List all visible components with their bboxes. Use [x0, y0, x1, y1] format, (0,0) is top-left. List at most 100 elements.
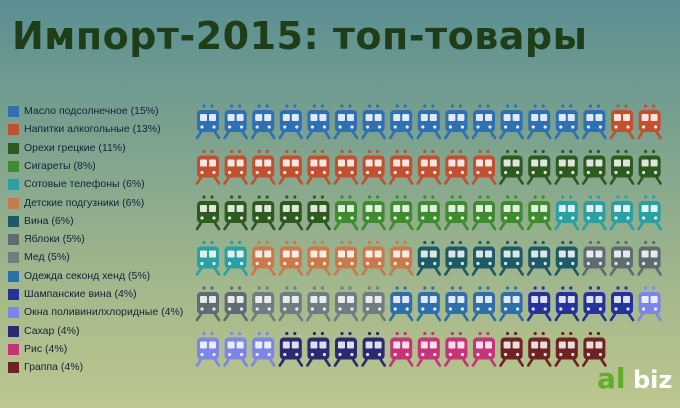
train-icon	[195, 331, 221, 367]
train-icon	[223, 104, 248, 140]
train-icon	[388, 195, 414, 231]
legend-swatch	[8, 215, 19, 227]
train-icon	[195, 104, 221, 140]
train-icon	[471, 195, 497, 231]
train-icon	[250, 195, 276, 231]
legend-label: Яблоки (5%)	[24, 233, 85, 246]
train-icon	[388, 331, 414, 367]
legend-label: Граппа (4%)	[24, 361, 84, 374]
train-icon	[609, 149, 635, 185]
legend-swatch	[8, 270, 19, 282]
train-icon	[388, 240, 414, 276]
train-icon	[388, 104, 414, 140]
logo-rest: biz	[633, 366, 673, 394]
legend-swatch	[8, 343, 19, 355]
legend-label: Напитки алкогольные (13%)	[24, 123, 161, 136]
train-icon	[306, 149, 331, 185]
train-icon	[526, 240, 552, 276]
train-icon	[499, 149, 524, 185]
train-icon	[526, 104, 552, 140]
train-icon	[554, 331, 580, 367]
train-icon	[582, 149, 607, 185]
legend-label: Сигареты (8%)	[24, 159, 96, 172]
train-icon	[278, 149, 304, 185]
train-icon	[361, 286, 386, 322]
train-icon	[223, 286, 248, 322]
legend-label: Орехи грецкие (11%)	[24, 141, 126, 154]
train-icon	[416, 331, 442, 367]
train-icon	[223, 331, 248, 367]
train-icon	[333, 286, 359, 322]
train-icon	[471, 240, 497, 276]
train-icon	[306, 331, 331, 367]
legend-swatch	[8, 106, 19, 117]
train-icon	[361, 149, 386, 185]
legend-label: Масло подсолнечное (15%)	[24, 105, 159, 117]
train-icon	[554, 286, 580, 322]
train-icon	[471, 286, 497, 322]
train-icon	[416, 149, 442, 185]
train-icon	[554, 104, 580, 140]
train-icon	[526, 286, 552, 322]
legend-swatch	[8, 307, 19, 319]
train-icon	[444, 149, 469, 185]
train-icon	[416, 286, 442, 322]
train-icon	[444, 331, 469, 367]
train-icon	[278, 195, 304, 231]
train-icon	[526, 149, 552, 185]
legend-label: Шампанские вина (4%)	[24, 288, 137, 300]
train-icon	[306, 195, 331, 231]
train-icon	[361, 104, 386, 140]
train-icon	[554, 240, 580, 276]
train-icon	[306, 286, 331, 322]
train-icon	[582, 240, 607, 276]
train-icon	[582, 331, 607, 367]
train-icon	[333, 240, 359, 276]
train-icon	[471, 149, 497, 185]
train-icon	[582, 195, 607, 231]
train-icon	[195, 240, 221, 276]
legend-label: Вина (6%)	[24, 214, 74, 227]
train-icon	[554, 149, 580, 185]
legend-swatch	[8, 142, 19, 154]
train-icon	[223, 240, 248, 276]
train-icon	[361, 331, 386, 367]
legend-swatch	[8, 179, 19, 191]
train-icon	[250, 331, 276, 367]
legend-swatch	[8, 160, 19, 172]
train-icon	[250, 286, 276, 322]
train-icon	[250, 240, 276, 276]
legend-swatch	[8, 197, 19, 209]
chart-title: Импорт-2015: топ-товары	[12, 14, 588, 58]
legend-swatch	[8, 252, 19, 264]
train-icon	[499, 240, 524, 276]
legend-swatch	[8, 124, 19, 136]
train-icon	[444, 286, 469, 322]
legend-swatch	[8, 362, 19, 374]
train-icon	[444, 104, 469, 140]
train-icon	[637, 240, 662, 276]
train-icon	[306, 240, 331, 276]
train-icon	[333, 195, 359, 231]
train-icon	[609, 286, 635, 322]
train-icon	[609, 240, 635, 276]
train-icon	[609, 104, 635, 140]
train-icon	[499, 104, 524, 140]
legend-label: Одежда секонд хенд (5%)	[24, 269, 151, 282]
legend-label: Детские подгузники (6%)	[24, 196, 145, 209]
legend-swatch	[8, 234, 19, 246]
legend-label: Рис (4%)	[24, 342, 68, 355]
train-icon	[250, 149, 276, 185]
allbiz-logo: al biz	[597, 362, 677, 395]
train-icon	[278, 286, 304, 322]
train-icon	[637, 195, 662, 231]
train-icon	[388, 149, 414, 185]
train-icon	[637, 149, 662, 185]
train-icon	[250, 104, 276, 140]
train-icon	[499, 286, 524, 322]
train-icon	[333, 104, 359, 140]
train-icon	[444, 240, 469, 276]
train-icon	[361, 240, 386, 276]
train-icon	[609, 195, 635, 231]
